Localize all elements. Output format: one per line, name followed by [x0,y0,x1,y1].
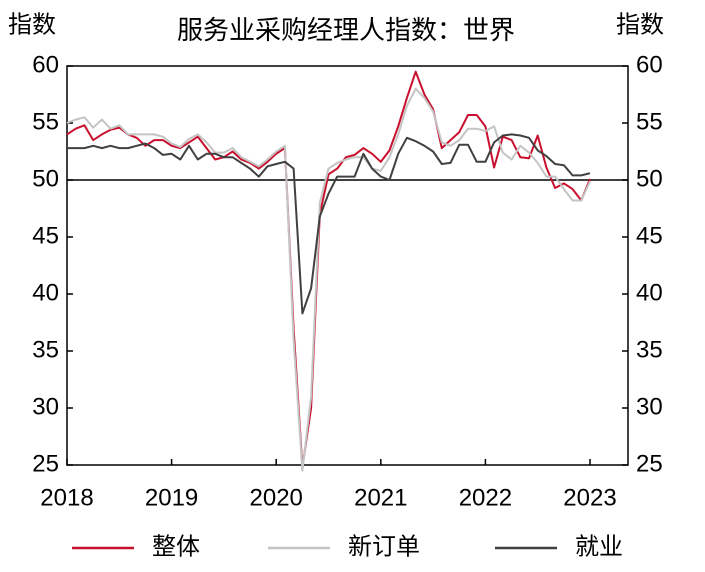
y-tick-label: 60 [32,51,59,78]
series-line [66,87,591,472]
y-tick-label: 25 [32,450,59,477]
y2-tick-label: 30 [636,393,663,420]
y-tick-label: 40 [32,279,59,306]
x-tick-label: 2022 [459,484,512,511]
y-tick-label: 30 [32,393,59,420]
y2-axis-label: 指数 [616,11,664,38]
y2-tick-label: 35 [636,336,663,363]
y2-tick-label: 45 [636,222,663,249]
y2-tick-label: 55 [636,108,663,135]
y2-tick-label: 60 [636,51,663,78]
y-tick-label: 55 [32,108,59,135]
chart-title: 服务业采购经理人指数：世界 [177,15,515,45]
y2-tick-label: 50 [636,165,663,192]
y-tick-label: 45 [32,222,59,249]
y2-tick-label: 40 [636,279,663,306]
y-tick-label: 50 [32,165,59,192]
x-tick-label: 2020 [250,484,303,511]
x-tick-label: 2019 [145,484,198,511]
series-line [67,133,591,315]
legend-label: 整体 [152,533,200,560]
y-tick-label: 35 [32,336,59,363]
y-axis-label: 指数 [8,11,56,38]
plot-frame [66,65,629,466]
legend-label: 就业 [575,533,623,560]
series-line [66,70,591,469]
x-tick-label: 2018 [40,484,93,511]
x-tick-label: 2023 [563,484,616,511]
x-tick-label: 2021 [354,484,407,511]
y2-tick-label: 25 [636,450,663,477]
legend-label: 新订单 [348,533,420,560]
